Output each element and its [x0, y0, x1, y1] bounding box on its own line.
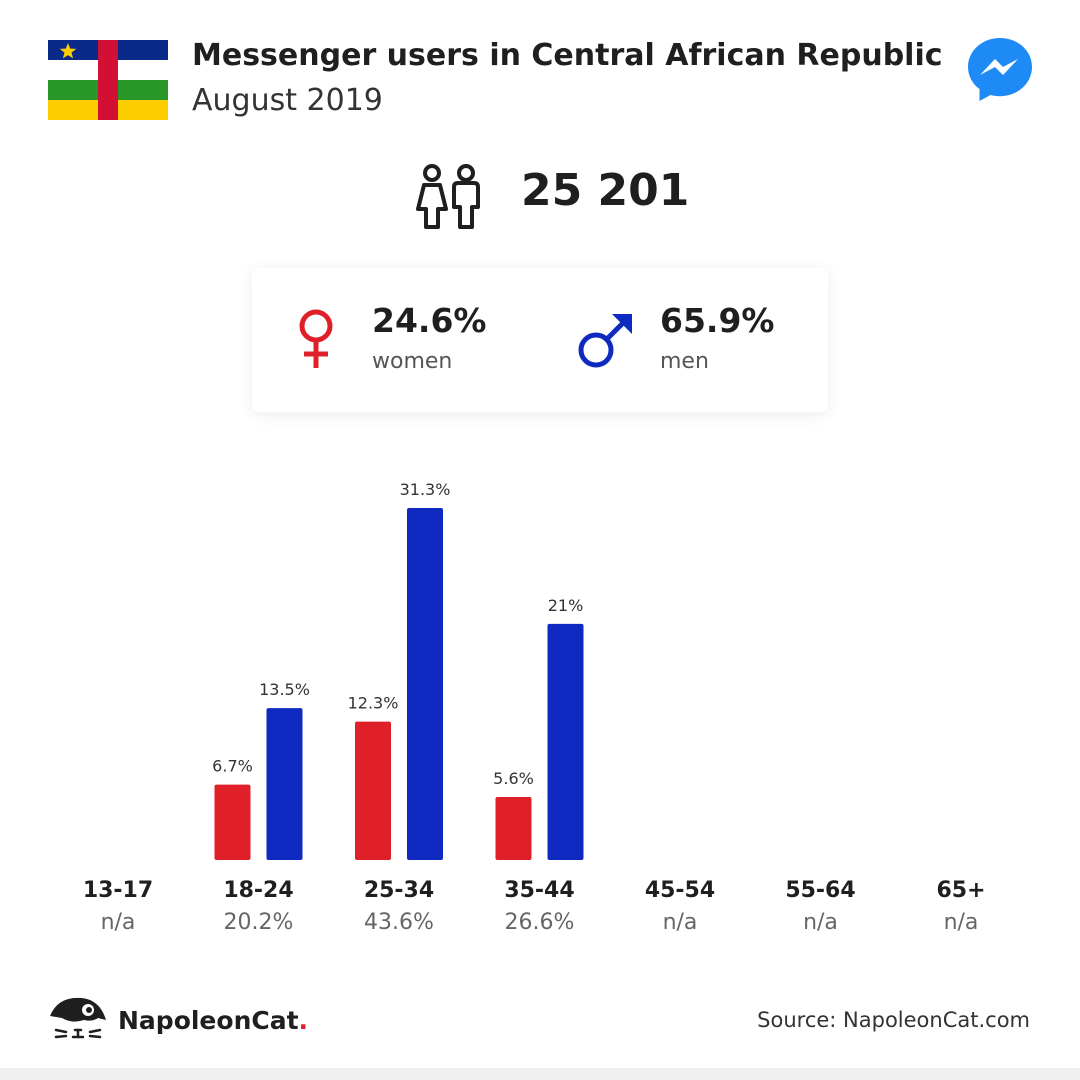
women-label: women [372, 349, 453, 374]
messenger-icon [968, 38, 1032, 101]
gender-card: 24.6% women 65.9% men [252, 268, 828, 412]
age-group-share: 43.6% [364, 910, 434, 935]
bar-women-18-24 [214, 784, 251, 860]
age-group-share: n/a [100, 910, 136, 935]
bar-women-25-34 [355, 721, 391, 860]
age-group-label: 45-54 [644, 878, 716, 903]
men-label: men [660, 349, 709, 374]
page-title: Messenger users in Central African Repub… [192, 38, 943, 73]
bar-label-women-25-34: 12.3% [348, 694, 399, 713]
age-group-share: n/a [943, 910, 979, 935]
bar-men-25-34 [407, 508, 443, 860]
age-group-share: 20.2% [223, 910, 294, 935]
female-symbol-icon [299, 309, 333, 368]
brand-name: NapoleonCat. [118, 1006, 309, 1035]
bottom-strip [0, 1068, 1080, 1080]
napoleoncat-logo [50, 997, 106, 1039]
age-group-label: 25-34 [363, 878, 435, 903]
age-gender-bar-chart: 6.7% 13.5% 12.3% 31.3% 5.6% 21% [212, 480, 584, 860]
age-group-label: 18-24 [223, 878, 294, 903]
age-group-label: 13-17 [82, 878, 154, 903]
bar-women-35-44 [495, 797, 532, 860]
bar-label-men-18-24: 13.5% [259, 680, 310, 699]
women-percent: 24.6% [372, 301, 487, 340]
central-african-republic-flag [48, 40, 168, 120]
age-group-share: 26.6% [504, 910, 575, 935]
source-text: Source: NapoleonCat.com [757, 1008, 1030, 1032]
bar-label-women-35-44: 5.6% [493, 769, 534, 788]
male-symbol-icon [578, 314, 632, 368]
age-group-share: n/a [803, 910, 838, 935]
bar-label-men-25-34: 31.3% [400, 480, 451, 499]
men-percent: 65.9% [660, 301, 775, 340]
total-users: 25 201 [521, 165, 690, 216]
age-group-share: n/a [662, 910, 698, 935]
age-group-label: 65+ [936, 878, 986, 903]
bar-label-men-35-44: 21% [548, 596, 584, 615]
people-icon [416, 164, 480, 229]
bar-men-18-24 [266, 708, 303, 860]
page-subtitle: August 2019 [192, 83, 383, 118]
age-group-label: 55-64 [785, 878, 856, 903]
bar-men-35-44 [547, 623, 584, 860]
bar-label-women-18-24: 6.7% [212, 757, 253, 776]
age-group-label: 35-44 [504, 878, 575, 903]
